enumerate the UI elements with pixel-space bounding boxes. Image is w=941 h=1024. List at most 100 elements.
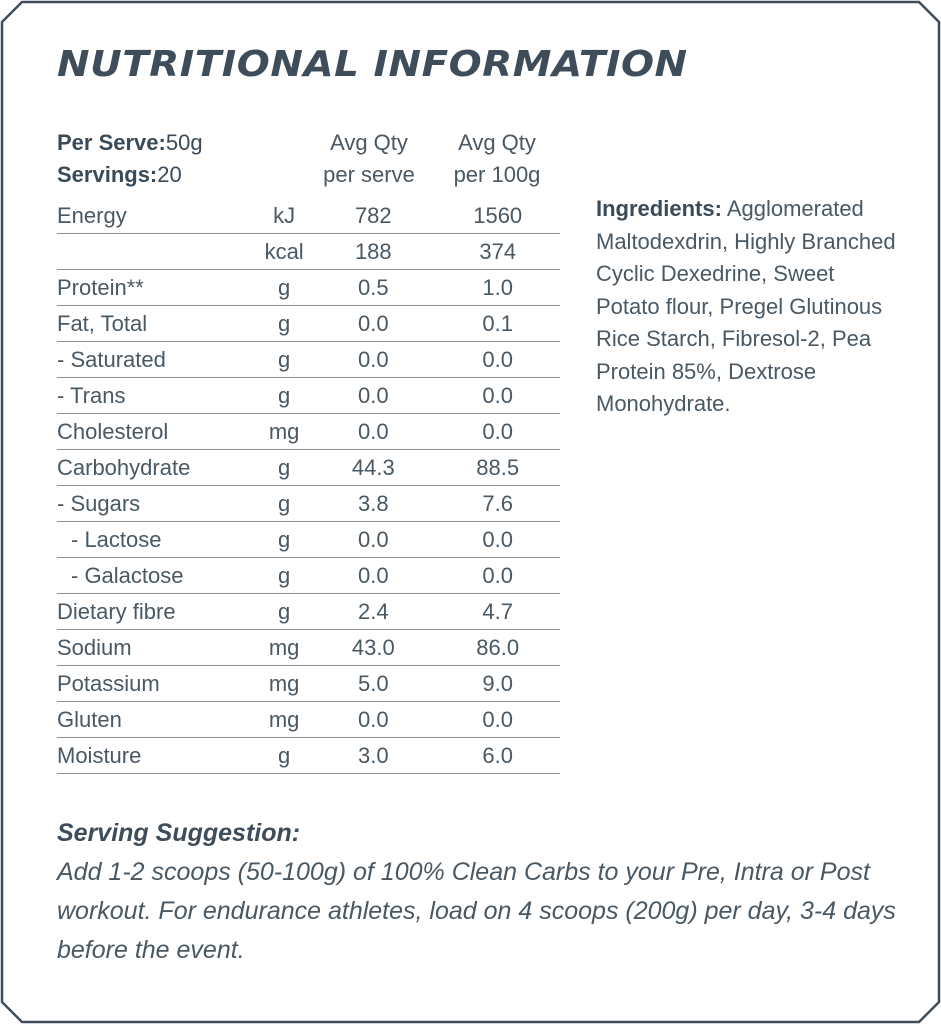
- nutrient-per-serve: 188: [311, 233, 436, 270]
- serving-suggestion-heading: Serving Suggestion:: [57, 819, 301, 847]
- nutrient-name: Sodium: [57, 629, 258, 666]
- nutrient-unit: g: [257, 269, 312, 306]
- table-row: Cholesterol mg 0.0 0.0: [57, 413, 560, 450]
- ingredients-label: Ingredients:: [596, 196, 722, 221]
- nutrient-unit: g: [257, 377, 312, 414]
- nutrient-per-100g: 0.0: [435, 377, 560, 414]
- per-serve-label: Per Serve:: [57, 130, 166, 155]
- table-row: - Saturated g 0.0 0.0: [57, 341, 560, 378]
- per-serve-value: 50g: [165, 130, 203, 155]
- table-row: - Lactose g 0.0 0.0: [57, 521, 560, 558]
- nutrient-name: - Saturated: [57, 341, 258, 378]
- servings-label: Servings:: [57, 162, 158, 187]
- nutrient-per-serve: 5.0: [311, 665, 436, 702]
- nutrient-name: Carbohydrate: [57, 449, 258, 486]
- nutrient-name: - Sugars: [57, 485, 258, 522]
- page-title: NUTRITIONAL INFORMATION: [57, 44, 688, 85]
- nutrient-unit: g: [257, 737, 312, 774]
- nutrient-per-serve: 44.3: [311, 449, 436, 486]
- nutrient-per-serve: 0.0: [311, 557, 436, 594]
- table-row: Energy kJ 782 1560: [57, 198, 560, 234]
- nutrient-per-100g: 1560: [435, 198, 560, 234]
- column-header-per-100g: Avg Qty per 100g: [438, 127, 556, 191]
- table-row: Sodium mg 43.0 86.0: [57, 629, 560, 666]
- table-row: Protein** g 0.5 1.0: [57, 269, 560, 306]
- table-row: - Galactose g 0.0 0.0: [57, 557, 560, 594]
- nutrient-per-100g: 6.0: [435, 737, 560, 774]
- nutrient-per-100g: 9.0: [435, 665, 560, 702]
- nutrient-unit: g: [257, 341, 312, 378]
- nutrient-per-100g: 0.1: [435, 305, 560, 342]
- column-header-per-serve: Avg Qty per serve: [308, 127, 430, 191]
- nutrient-name: Protein**: [57, 269, 258, 306]
- ingredients-text: Agglomerated Maltodexdrin, Highly Branch…: [596, 196, 896, 416]
- nutrient-unit: mg: [257, 629, 312, 666]
- table-row: Moisture g 3.0 6.0: [57, 737, 560, 774]
- nutrient-name: Energy: [57, 198, 258, 234]
- nutrient-name: Cholesterol: [57, 413, 258, 450]
- nutrient-per-100g: 0.0: [435, 701, 560, 738]
- nutrient-per-serve: 3.8: [311, 485, 436, 522]
- nutrient-per-serve: 0.0: [311, 341, 436, 378]
- table-row: kcal 188 374: [57, 233, 560, 270]
- serving-suggestion-text: Add 1-2 scoops (50-100g) of 100% Clean C…: [57, 858, 896, 964]
- nutrient-per-serve: 0.0: [311, 701, 436, 738]
- nutrient-unit: g: [257, 557, 312, 594]
- nutrition-table: Energy kJ 782 1560 kcal 188 374 Protein** g 0.5 1.…: [57, 198, 560, 774]
- nutrient-unit: mg: [257, 701, 312, 738]
- nutrient-per-100g: 0.0: [435, 521, 560, 558]
- nutrient-name: Potassium: [57, 665, 258, 702]
- column-header-per-100g-line1: Avg Qty: [458, 130, 536, 155]
- nutrient-per-100g: 7.6: [435, 485, 560, 522]
- nutrient-per-serve: 3.0: [311, 737, 436, 774]
- nutrient-unit: mg: [257, 413, 312, 450]
- nutrient-unit: g: [257, 521, 312, 558]
- nutrient-per-serve: 0.0: [311, 413, 436, 450]
- table-row: Dietary fibre g 2.4 4.7: [57, 593, 560, 630]
- nutrient-per-serve: 2.4: [311, 593, 436, 630]
- nutrient-per-serve: 782: [311, 198, 436, 234]
- table-row: - Trans g 0.0 0.0: [57, 377, 560, 414]
- nutrient-unit: kcal: [257, 233, 312, 270]
- nutrient-unit: g: [257, 485, 312, 522]
- table-row: Gluten mg 0.0 0.0: [57, 701, 560, 738]
- nutrient-name: Fat, Total: [57, 305, 258, 342]
- nutrient-name: - Lactose: [57, 521, 258, 558]
- nutrient-per-100g: 0.0: [435, 341, 560, 378]
- nutrient-per-100g: 1.0: [435, 269, 560, 306]
- column-header-per-serve-line2: per serve: [323, 162, 415, 187]
- nutrient-per-serve: 0.0: [311, 377, 436, 414]
- nutrient-name: Gluten: [57, 701, 258, 738]
- serving-info: Per Serve:50g Servings:20: [57, 127, 203, 191]
- nutrient-name: - Trans: [57, 377, 258, 414]
- servings-line: Servings:20: [57, 159, 203, 191]
- column-header-per-100g-line2: per 100g: [453, 162, 541, 187]
- nutrient-unit: mg: [257, 665, 312, 702]
- nutrient-unit: g: [257, 593, 312, 630]
- table-row: Fat, Total g 0.0 0.1: [57, 305, 560, 342]
- nutrient-name: [57, 233, 258, 270]
- nutrient-name: - Galactose: [57, 557, 258, 594]
- ingredients-block: Ingredients: Agglomerated Maltodexdrin, …: [596, 193, 896, 421]
- nutrient-per-serve: 0.0: [311, 305, 436, 342]
- nutrient-per-100g: 4.7: [435, 593, 560, 630]
- nutrient-per-100g: 374: [435, 233, 560, 270]
- nutrient-per-serve: 0.5: [311, 269, 436, 306]
- nutrient-unit: g: [257, 449, 312, 486]
- nutrient-unit: g: [257, 305, 312, 342]
- table-row: Carbohydrate g 44.3 88.5: [57, 449, 560, 486]
- nutrient-per-100g: 86.0: [435, 629, 560, 666]
- nutrient-per-100g: 88.5: [435, 449, 560, 486]
- nutrient-name: Dietary fibre: [57, 593, 258, 630]
- nutrient-name: Moisture: [57, 737, 258, 774]
- table-row: Potassium mg 5.0 9.0: [57, 665, 560, 702]
- serving-suggestion: Serving Suggestion: Add 1-2 scoops (50-1…: [57, 814, 907, 970]
- servings-value: 20: [157, 162, 182, 187]
- nutrient-unit: kJ: [257, 198, 312, 234]
- nutrient-per-serve: 0.0: [311, 521, 436, 558]
- nutrient-per-100g: 0.0: [435, 413, 560, 450]
- nutrient-per-100g: 0.0: [435, 557, 560, 594]
- per-serve-line: Per Serve:50g: [57, 127, 203, 159]
